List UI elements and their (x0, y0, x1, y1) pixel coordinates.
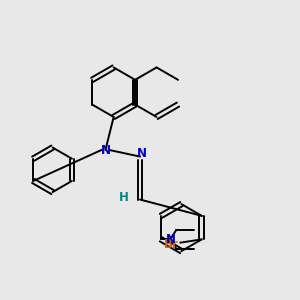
Text: H: H (119, 191, 129, 204)
Text: N: N (166, 233, 176, 246)
Text: N: N (137, 148, 147, 160)
Text: N: N (100, 143, 110, 157)
Text: Br: Br (164, 238, 178, 251)
